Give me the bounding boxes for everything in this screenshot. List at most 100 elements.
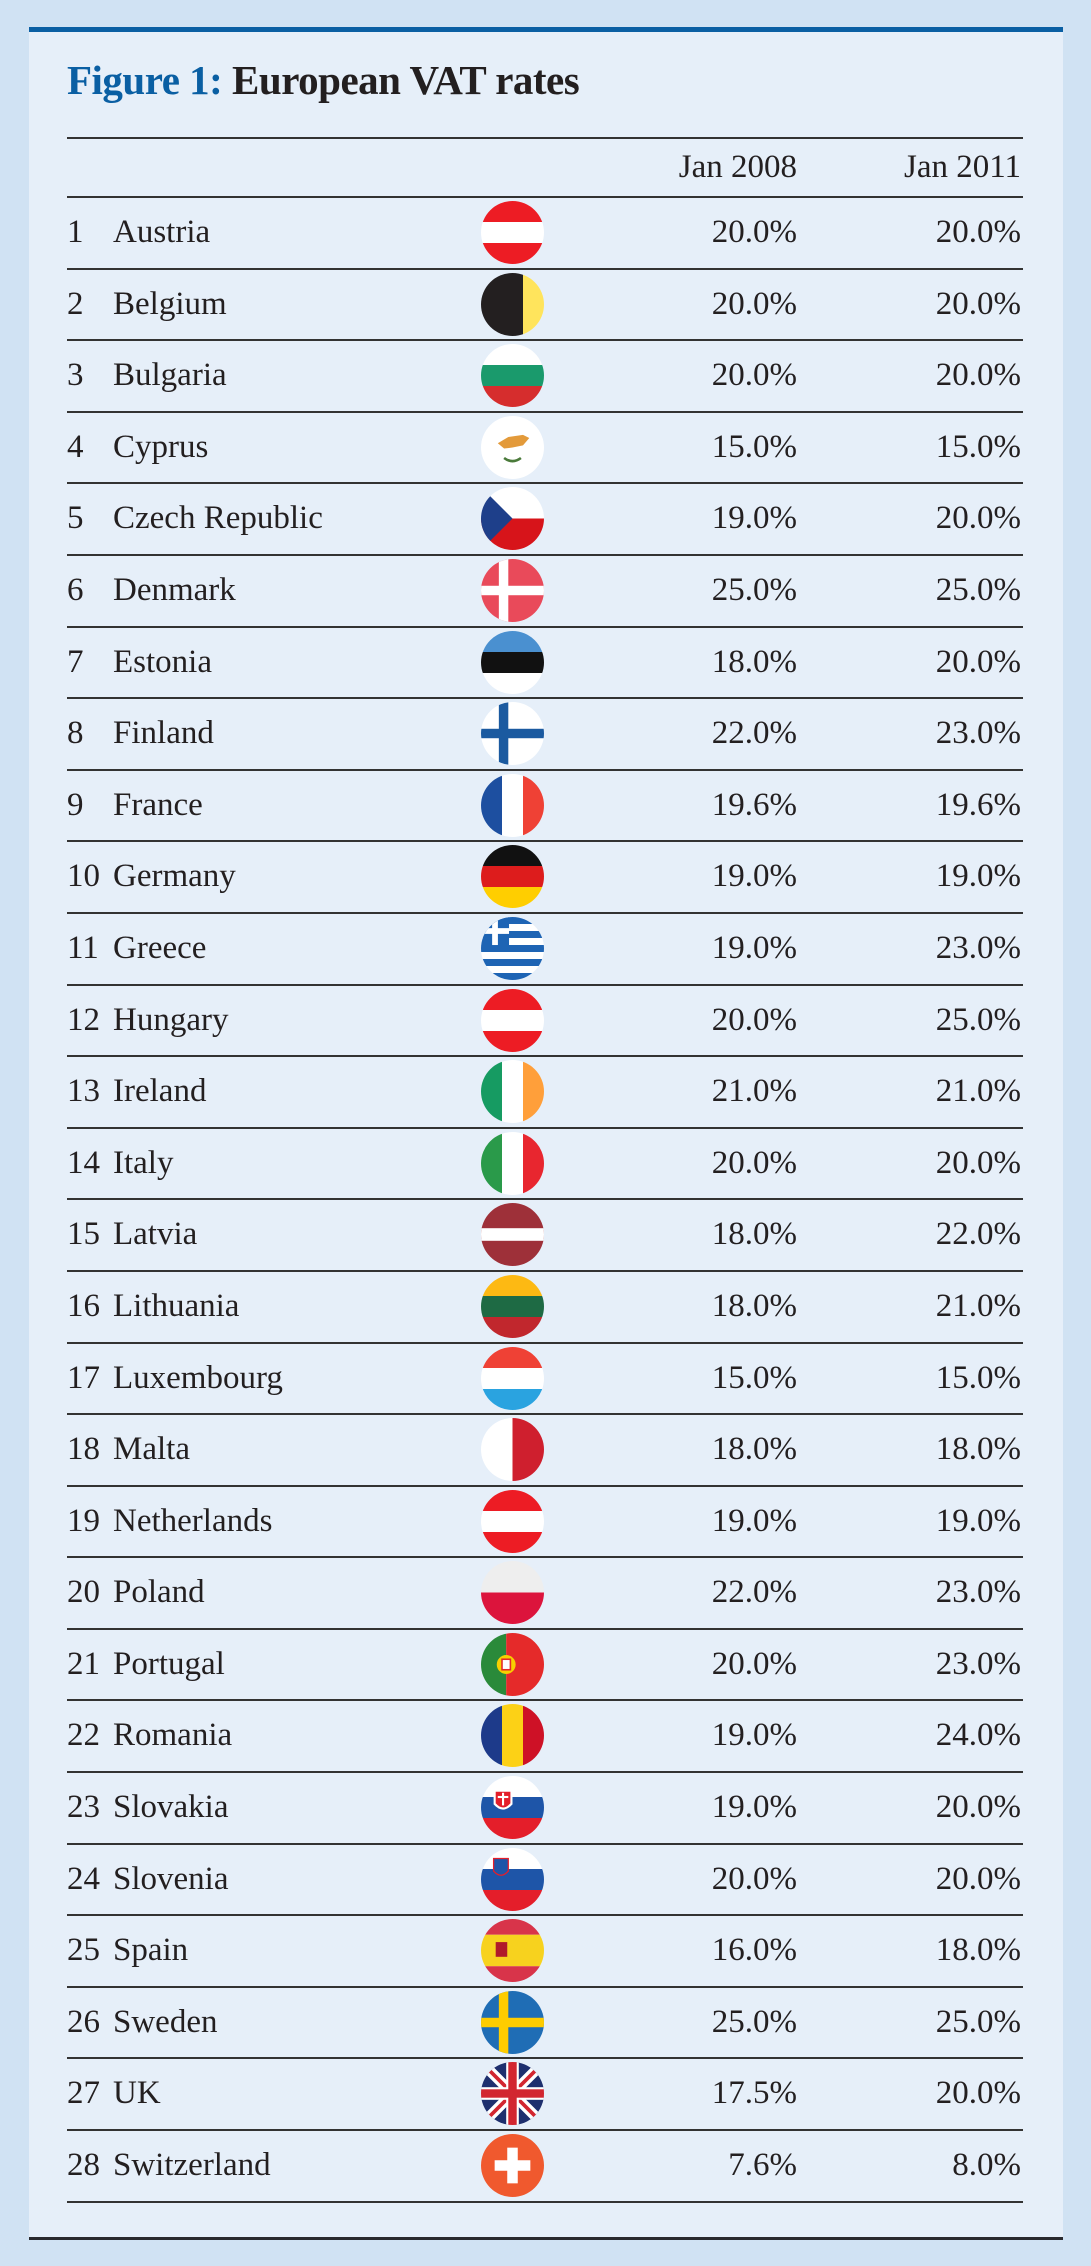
- flag-czech-republic-icon: [481, 487, 544, 551]
- table-row: 14 Italy 20.0% 20.0%: [67, 1129, 1023, 1201]
- flag-latvia-icon: [481, 1203, 544, 1267]
- table-row: 9 France 19.6% 19.6%: [67, 771, 1023, 843]
- vat-jan-2011: 21.0%: [935, 1287, 1021, 1324]
- row-number: 23: [67, 1789, 100, 1826]
- vat-jan-2008: 22.0%: [711, 715, 797, 752]
- table-row: 11 Greece 19.0% 23.0%: [67, 914, 1023, 986]
- flag-finland-icon: [481, 702, 544, 766]
- row-number: 12: [67, 1001, 100, 1038]
- table-row: 10 Germany 19.0% 19.0%: [67, 842, 1023, 914]
- country-name: Slovenia: [113, 1860, 229, 1897]
- table-row: 7 Estonia 18.0% 20.0%: [67, 628, 1023, 700]
- vat-jan-2011: 24.0%: [935, 1717, 1021, 1754]
- row-number: 5: [67, 500, 84, 537]
- vat-jan-2011: 8.0%: [952, 2147, 1021, 2184]
- flag-portugal-icon: [481, 1632, 544, 1696]
- table-row: 5 Czech Republic 19.0% 20.0%: [67, 484, 1023, 556]
- table-row: 3 Bulgaria 20.0% 20.0%: [67, 341, 1023, 413]
- row-number: 1: [67, 214, 84, 250]
- table-row: 6 Denmark 25.0% 25.0%: [67, 556, 1023, 628]
- figure-panel: [29, 27, 1063, 2240]
- country-name: Germany: [113, 858, 236, 895]
- vat-jan-2011: 19.6%: [935, 786, 1021, 823]
- country-name: Greece: [113, 929, 207, 966]
- table-row: 2 Belgium 20.0% 20.0%: [67, 270, 1023, 342]
- flag-malta-icon: [481, 1418, 544, 1482]
- country-name: Denmark: [113, 571, 236, 608]
- row-number: 17: [67, 1359, 100, 1396]
- vat-jan-2011: 23.0%: [935, 1574, 1021, 1611]
- vat-jan-2011: 23.0%: [935, 929, 1021, 966]
- vat-jan-2011: 15.0%: [935, 1359, 1021, 1396]
- table-row: 4 Cyprus 15.0% 15.0%: [67, 413, 1023, 485]
- vat-jan-2011: 23.0%: [935, 1645, 1021, 1682]
- row-number: 15: [67, 1216, 100, 1253]
- row-number: 14: [67, 1144, 100, 1181]
- vat-jan-2011: 20.0%: [935, 500, 1021, 537]
- vat-jan-2011: 25.0%: [935, 2003, 1021, 2040]
- table-row: 21 Portugal 20.0% 23.0%: [67, 1630, 1023, 1702]
- flag-luxembourg-icon: [481, 1346, 544, 1410]
- table-row: 18 Malta 18.0% 18.0%: [67, 1415, 1023, 1487]
- flag-poland-icon: [481, 1561, 544, 1625]
- vat-jan-2011: 20.0%: [935, 1860, 1021, 1897]
- vat-table: Jan 2008 Jan 2011 1 Austria 20.0% 20.0% 2…: [67, 137, 1023, 2203]
- table-header: Jan 2008 Jan 2011: [67, 137, 1023, 198]
- country-name: Netherlands: [113, 1502, 273, 1539]
- row-number: 27: [67, 2075, 100, 2112]
- vat-jan-2008: 15.0%: [711, 428, 797, 465]
- row-number: 7: [67, 643, 84, 680]
- vat-jan-2011: 20.0%: [935, 1144, 1021, 1181]
- vat-jan-2011: 20.0%: [935, 2075, 1021, 2112]
- table-row: 19 Netherlands 19.0% 19.0%: [67, 1487, 1023, 1559]
- vat-jan-2008: 25.0%: [711, 571, 797, 608]
- table-row: 16 Lithuania 18.0% 21.0%: [67, 1272, 1023, 1344]
- country-name: Romania: [113, 1717, 233, 1754]
- flag-austria-icon: [481, 201, 544, 264]
- flag-ireland-icon: [481, 1060, 544, 1124]
- country-name: Belgium: [113, 285, 227, 322]
- country-name: Cyprus: [113, 428, 209, 465]
- row-number: 20: [67, 1574, 100, 1611]
- vat-jan-2011: 20.0%: [935, 643, 1021, 680]
- vat-jan-2011: 22.0%: [935, 1216, 1021, 1253]
- flag-italy-icon: [481, 1131, 544, 1195]
- country-name: Poland: [113, 1574, 205, 1611]
- vat-jan-2011: 21.0%: [935, 1073, 1021, 1110]
- country-name: Malta: [113, 1431, 190, 1468]
- flag-belgium-icon: [481, 272, 544, 336]
- header-jan-2008: Jan 2008: [678, 149, 797, 185]
- country-name: Ireland: [113, 1073, 207, 1110]
- vat-jan-2011: 20.0%: [935, 285, 1021, 322]
- flag-spain-icon: [481, 1919, 544, 1983]
- row-number: 3: [67, 357, 84, 394]
- row-number: 26: [67, 2003, 100, 2040]
- vat-jan-2008: 18.0%: [711, 643, 797, 680]
- country-name: Italy: [113, 1144, 174, 1181]
- country-name: UK: [113, 2075, 161, 2112]
- vat-jan-2008: 18.0%: [711, 1287, 797, 1324]
- vat-jan-2008: 20.0%: [711, 357, 797, 394]
- table-row: 20 Poland 22.0% 23.0%: [67, 1558, 1023, 1630]
- vat-jan-2011: 20.0%: [935, 357, 1021, 394]
- vat-jan-2008: 20.0%: [711, 1860, 797, 1897]
- row-number: 25: [67, 1932, 100, 1969]
- country-name: Switzerland: [113, 2147, 271, 2184]
- country-name: Slovakia: [113, 1789, 229, 1826]
- vat-jan-2011: 23.0%: [935, 715, 1021, 752]
- vat-jan-2008: 20.0%: [711, 214, 797, 250]
- row-number: 13: [67, 1073, 100, 1110]
- flag-lithuania-icon: [481, 1274, 544, 1338]
- vat-jan-2008: 19.0%: [711, 1789, 797, 1826]
- country-name: France: [113, 786, 203, 823]
- header-jan-2011: Jan 2011: [903, 149, 1021, 185]
- vat-jan-2008: 18.0%: [711, 1431, 797, 1468]
- table-row: 1 Austria 20.0% 20.0%: [67, 198, 1023, 270]
- vat-jan-2008: 20.0%: [711, 1645, 797, 1682]
- vat-jan-2008: 22.0%: [711, 1574, 797, 1611]
- row-number: 11: [67, 929, 99, 966]
- table-row: 13 Ireland 21.0% 21.0%: [67, 1057, 1023, 1129]
- flag-cyprus-icon: [481, 415, 544, 479]
- vat-jan-2011: 25.0%: [935, 571, 1021, 608]
- country-name: Portugal: [113, 1645, 225, 1682]
